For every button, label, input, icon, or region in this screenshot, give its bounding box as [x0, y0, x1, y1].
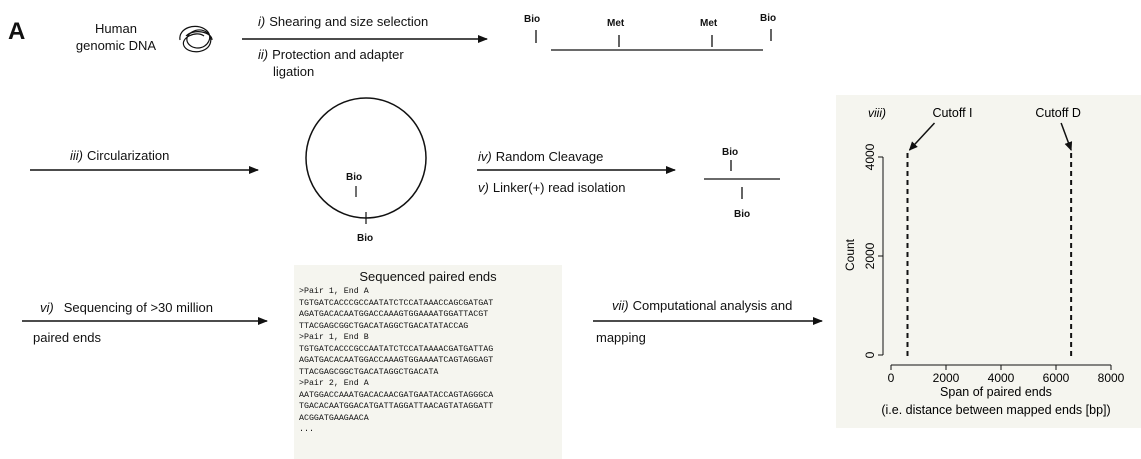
- histogram-panel: [836, 95, 1141, 428]
- label-bio-right: Bio: [760, 13, 777, 24]
- y-tick-label: 0: [863, 351, 877, 358]
- sequenced-paired-ends-box: Sequenced paired ends >Pair 1, End A TGTG…: [294, 265, 562, 459]
- sequence-lines: >Pair 1, End A TGTGATCACCCGCCAATATCTCCATA…: [294, 286, 562, 436]
- step-iii: iii) Circularization: [70, 147, 169, 164]
- sequence-line: TTACGAGCGGCTGACATAGGCTGACATATACCAG: [299, 321, 469, 331]
- step-vii-text: Computational analysis and: [632, 298, 793, 313]
- x-tick-label: 4000: [988, 371, 1015, 385]
- x-tick-label: 6000: [1043, 371, 1070, 385]
- step-vii-number: vii): [612, 298, 629, 313]
- histogram-cutoffs: Cutoff I Cutoff D: [906, 106, 1081, 356]
- step-ii-text: Protection and adapter: [272, 47, 404, 62]
- span-histogram: viii) 0 2000 4000 6000 8000 0 2000 4000 Cutoff …: [843, 106, 1125, 417]
- step-ii-number: ii): [258, 47, 269, 62]
- x-tick-label: 0: [888, 371, 895, 385]
- step-iv: iv) Random Cleavage: [478, 148, 603, 165]
- panel-viii-label: viii): [868, 106, 886, 120]
- sequence-line: AGATGACACAATGGACCAAAGTGGAAAATCAGTAGGAGT: [299, 356, 494, 365]
- label-bio-bottom: Bio: [734, 209, 751, 220]
- sequence-line: AATGGACCAAATGACACAACGATGAATACCAGTAGGGCA: [299, 390, 494, 400]
- sequence-line: TTACGAGCGGCTGACATAGGCTGACATA: [299, 367, 439, 377]
- label-bio-outer: Bio: [357, 233, 374, 244]
- x-tick-label: 2000: [933, 371, 960, 385]
- step-vii: vii) Computational analysis and: [612, 297, 792, 314]
- circularized-dna: [305, 97, 427, 224]
- fragment-with-adapters: [535, 29, 772, 51]
- step-v: v) Linker(+) read isolation: [478, 179, 625, 196]
- step-v-number: v): [478, 180, 489, 195]
- sequence-header-line: >Pair 2, End A: [299, 379, 369, 388]
- step-iv-number: iv): [478, 149, 492, 164]
- cutoff-arrow: [1060, 122, 1073, 151]
- label-bio-top: Bio: [722, 147, 739, 158]
- sequence-line: TGTGATCACCCGCCAATATCTCCATAAAACGATGATTAG: [299, 344, 494, 354]
- sequence-line: ACGGATGAAGAACA: [299, 413, 369, 423]
- step-i-text: Shearing and size selection: [269, 14, 429, 29]
- y-tick-label: 2000: [863, 242, 877, 269]
- dna-coil-icon: [179, 25, 213, 53]
- label-bio-inner: Bio: [346, 172, 363, 183]
- sequence-header-line: >Pair 1, End A: [299, 287, 369, 296]
- panel-label: A: [8, 18, 26, 45]
- step-vi-text: Sequencing of >30 million: [63, 300, 213, 315]
- step-v-text: Linker(+) read isolation: [492, 180, 626, 195]
- cutoff-arrow: [908, 122, 936, 151]
- label-bio-left: Bio: [524, 14, 541, 25]
- step-vi: vi) Sequencing of >30 million: [40, 299, 213, 316]
- step-ii-text-line2: ligation: [273, 64, 315, 79]
- step-ii: ii) Protection and adapter ligation: [258, 46, 404, 80]
- dna-label-line1: Human: [95, 21, 137, 36]
- sequence-line: TGACACAATGGACATGATTAGGATTAACAGTATAGGATT: [299, 402, 494, 411]
- x-axis-label: Span of paired ends: [940, 385, 1052, 399]
- cleaved-fragment: [704, 160, 780, 199]
- x-tick-label: 8000: [1098, 371, 1125, 385]
- dna-label-line2: genomic DNA: [75, 38, 157, 53]
- step-iii-text: Circularization: [87, 148, 170, 163]
- step-vi-number: vi): [40, 300, 54, 315]
- x-axis-label-sub: (i.e. distance between mapped ends [bp]): [881, 403, 1110, 417]
- dna-label: Human genomic DNA: [72, 20, 160, 54]
- step-vii-line2: mapping: [596, 330, 646, 345]
- sequence-line: AGATGACACAATGGACCAAAGTGGAAAATGGATTACGT: [299, 310, 489, 319]
- label-met-2: Met: [700, 18, 718, 29]
- label-met-1: Met: [607, 18, 625, 29]
- y-tick-label: 4000: [863, 143, 877, 170]
- step-iv-text: Random Cleavage: [495, 149, 604, 164]
- cutoff-label: Cutoff D: [1035, 106, 1081, 120]
- sequence-line: ...: [299, 425, 314, 434]
- histogram-axes: 0 2000 4000 6000 8000 0 2000 4000: [863, 143, 1125, 385]
- step-iii-number: iii): [70, 148, 83, 163]
- cutoff-label: Cutoff I: [932, 106, 972, 120]
- step-i-number: i): [258, 14, 266, 29]
- sequence-header-line: >Pair 1, End B: [299, 333, 369, 342]
- step-vi-line2: paired ends: [33, 330, 101, 345]
- y-axis-label: Count: [843, 238, 857, 271]
- step-i: i) Shearing and size selection: [258, 13, 428, 30]
- sequence-line: TGTGATCACCCGCCAATATCTCCATAAACCAGCGATGAT: [299, 298, 494, 308]
- sequence-box-title: Sequenced paired ends: [359, 269, 497, 284]
